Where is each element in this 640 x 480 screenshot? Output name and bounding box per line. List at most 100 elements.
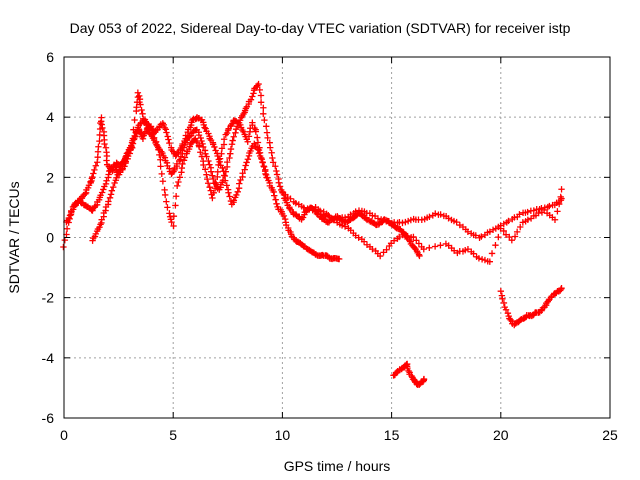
data-point [273,200,280,208]
y-axis-title: SDTVAR / TECUs [6,181,22,293]
data-point [271,192,278,199]
data-point [106,194,114,202]
data-point [219,164,226,172]
x-tick-label: 25 [602,427,618,443]
data-point [226,154,233,162]
data-point [89,173,96,181]
data-point [94,153,101,161]
data-point [137,101,144,108]
data-point [408,372,415,380]
data-point [431,243,439,250]
data-point [128,143,135,151]
data-point [292,199,300,207]
data-point [247,96,255,103]
data-point [60,243,67,251]
data-point [360,238,368,245]
tick-layer: 0 5 10 15 20 25 -6 -4 -2 0 2 4 6 [42,49,618,443]
data-point [244,156,252,163]
data-point [202,166,209,173]
data-point [497,288,505,295]
data-point [198,137,205,145]
data-point [420,245,427,253]
data-point [260,110,267,118]
data-point [105,198,112,205]
y-tick-label: 0 [46,230,54,246]
x-tick-label: 20 [493,427,509,443]
data-point [108,187,116,194]
data-point [205,157,212,165]
data-point [257,92,265,99]
data-point [499,295,506,302]
data-point [263,123,270,130]
data-point [269,154,276,162]
data-point [164,133,171,140]
data-point [286,205,293,212]
data-point [478,233,485,240]
data-point [199,143,207,151]
data-point [164,204,171,211]
data-point [287,195,294,202]
data-point [129,140,137,147]
data-point [535,209,542,217]
data-point [95,143,102,150]
data-point [272,196,279,203]
data-point [170,222,177,230]
data-point [554,208,561,215]
data-point [426,213,433,221]
data-point [502,231,510,238]
data-point [220,136,228,143]
data-point [212,147,219,154]
chart-title: Day 053 of 2022, Sidereal Day-to-day VTE… [70,20,571,36]
data-point [273,171,281,178]
data-point [232,129,239,137]
data-point [418,216,425,224]
data-point [260,104,267,111]
data-point [376,252,384,260]
data-point [87,178,94,185]
data-point [113,174,120,182]
data-point [118,161,126,168]
data-point [399,219,406,227]
data-point [437,211,444,218]
data-point [280,212,288,220]
data-point [352,208,359,215]
data-point [504,309,512,317]
data-point [243,159,250,166]
data-point [555,200,563,208]
data-point [383,246,390,253]
data-point [61,236,69,244]
data-point [204,175,211,183]
data-point [139,135,147,142]
data-point [369,245,376,253]
data-point [415,240,423,247]
data-point [204,180,212,187]
data-point [341,214,349,221]
data-layer [60,80,565,388]
data-point [161,191,169,199]
data-point [110,183,117,191]
data-point [502,306,510,313]
x-tick-label: 5 [169,427,177,443]
data-point [176,174,184,181]
data-point [281,215,289,223]
data-point [492,241,499,249]
data-point [464,228,472,235]
data-point [316,207,324,214]
data-point [131,116,138,124]
data-point [411,244,418,251]
data-point [103,177,110,184]
data-point [214,152,221,160]
data-point [211,143,218,151]
data-point [92,162,100,169]
data-point [98,189,106,196]
data-point [255,80,262,88]
data-point [197,149,204,156]
data-point [167,216,175,223]
data-point [540,206,548,214]
data-point [420,375,428,383]
data-point [432,210,439,217]
data-point [134,89,142,96]
y-tick-label: -2 [42,290,55,306]
